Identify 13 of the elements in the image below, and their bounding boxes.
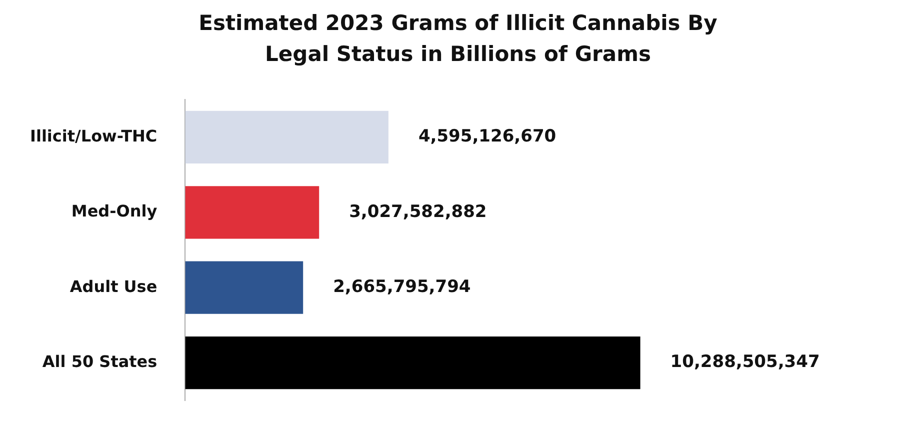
bar	[185, 110, 388, 164]
chart-title: Estimated 2023 Grams of Illicit Cannabis By Legal Status in Billions of Grams	[198, 10, 718, 68]
data-label: 2,665,795,794	[333, 277, 471, 298]
data-label: 10,288,505,347	[670, 352, 820, 372]
y-tick-label: All 50 States	[42, 352, 158, 371]
bar	[185, 261, 304, 314]
y-tick-label: Adult Use	[70, 276, 158, 296]
y-tick-label: Illicit/Low-THC	[30, 126, 158, 146]
bar	[185, 336, 640, 390]
data-label: 3,027,582,882	[349, 202, 487, 222]
y-tick-label: Med-Only	[71, 202, 158, 221]
data-label: 4,595,126,670	[418, 126, 556, 147]
bar	[185, 186, 320, 239]
